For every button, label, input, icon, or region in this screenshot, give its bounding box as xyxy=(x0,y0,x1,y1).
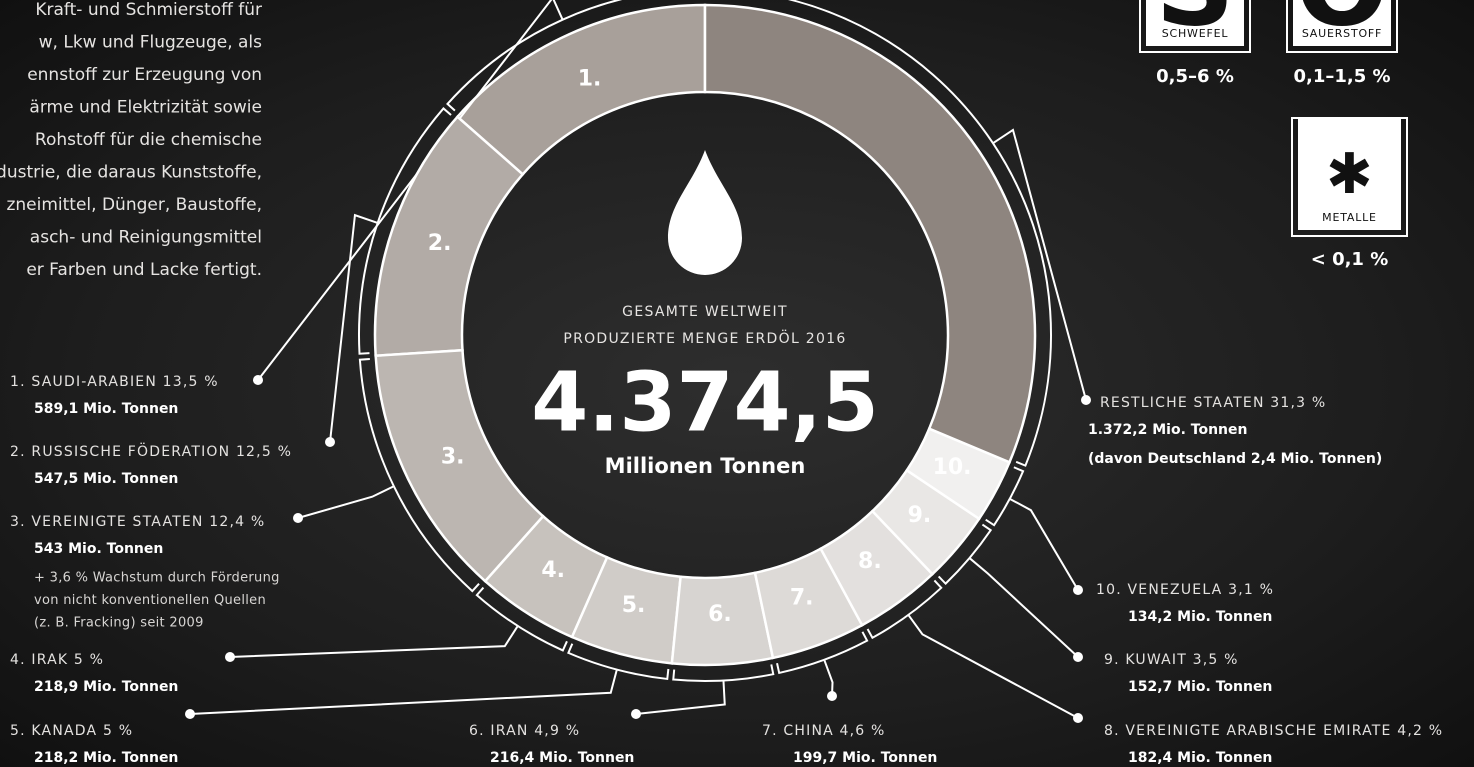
tonnage-label: 182,4 Mio. Tonnen xyxy=(1128,750,1272,766)
segment-label: 4. xyxy=(541,558,565,583)
category-label: 2. RUSSISCHE FÖDERATION 12,5 % xyxy=(10,442,292,460)
intro-line: ennstoff zur Erzeugung von xyxy=(27,65,262,85)
segment-label: 8. xyxy=(858,549,882,574)
center-line: PRODUZIERTE MENGE ERDÖL 2016 xyxy=(563,329,846,347)
total-unit: Millionen Tonnen xyxy=(605,454,806,478)
segment-label: 1. xyxy=(578,66,602,91)
value-label: 4,6 % xyxy=(840,723,886,739)
segment-label: 7. xyxy=(790,585,814,610)
intro-line: dustrie, die daraus Kunststoffe, xyxy=(0,163,262,183)
category-name: 5. KANADA xyxy=(10,723,97,739)
element-share: 0,1–1,5 % xyxy=(1293,66,1390,87)
element-name: METALLE xyxy=(1322,211,1377,224)
category-label: 5. KANADA 5 % xyxy=(10,723,133,739)
category-label: 7. CHINA 4,6 % xyxy=(762,723,886,739)
category-name: 1. SAUDI-ARABIEN xyxy=(10,374,157,390)
element-symbol: O xyxy=(1295,0,1389,50)
element-share: < 0,1 % xyxy=(1311,249,1389,270)
value-label: 3,5 % xyxy=(1193,652,1239,668)
value-label: 31,3 % xyxy=(1270,395,1326,411)
category-name: 9. KUWAIT xyxy=(1104,652,1187,668)
leader-dot xyxy=(293,513,303,523)
segment-label: 6. xyxy=(708,602,732,627)
segment-label: 5. xyxy=(622,593,646,618)
category-name: RESTLICHE STAATEN xyxy=(1100,395,1265,411)
intro-line: Kraft- und Schmierstoff für xyxy=(35,0,262,20)
element-name: SAUERSTOFF xyxy=(1302,27,1382,40)
intro-line: er Farben und Lacke fertigt. xyxy=(26,260,262,280)
leader-dot xyxy=(1073,652,1083,662)
category-name: 8. VEREINIGTE ARABISCHE EMIRATE xyxy=(1104,723,1392,739)
category-label: 6. IRAN 4,9 % xyxy=(469,723,580,739)
segment-label: 2. xyxy=(428,231,452,256)
intro-line: Rohstoff für die chemische xyxy=(35,130,262,150)
category-name: 4. IRAK xyxy=(10,652,68,668)
category-name: 6. IRAN xyxy=(469,723,529,739)
intro-line: w, Lkw und Flugzeuge, als xyxy=(39,33,263,53)
category-name: 3. VEREINIGTE STAATEN xyxy=(10,514,204,530)
value-label: 12,4 % xyxy=(209,514,265,530)
value-label: 13,5 % xyxy=(163,374,219,390)
leader-dot xyxy=(1073,713,1083,723)
category-name: 2. RUSSISCHE FÖDERATION xyxy=(10,442,230,460)
note: (z. B. Fracking) seit 2009 xyxy=(34,616,204,631)
value-label: 4,2 % xyxy=(1397,723,1443,739)
chart: Kraft- und Schmierstoff für w, Lkw und Fl… xyxy=(0,0,1474,767)
element-share: 0,5–6 % xyxy=(1156,66,1234,87)
category-label: 8. VEREINIGTE ARABISCHE EMIRATE 4,2 % xyxy=(1104,723,1443,739)
category-label: 3. VEREINIGTE STAATEN 12,4 % xyxy=(10,514,265,530)
note: + 3,6 % Wachstum durch Förderung xyxy=(34,571,280,586)
tonnage-label: 134,2 Mio. Tonnen xyxy=(1128,609,1272,625)
value-label: 4,9 % xyxy=(534,723,580,739)
element-name: SCHWEFEL xyxy=(1162,27,1229,40)
tonnage-label: 216,4 Mio. Tonnen xyxy=(490,750,634,766)
tonnage-label: 543 Mio. Tonnen xyxy=(34,541,163,557)
category-label: 10. VENEZUELA 3,1 % xyxy=(1096,582,1274,598)
tonnage-label: 547,5 Mio. Tonnen xyxy=(34,471,178,487)
leader-dot xyxy=(325,437,335,447)
segment-label: 3. xyxy=(441,445,465,470)
center-line: GESAMTE WELTWEIT xyxy=(622,304,788,320)
category-label: RESTLICHE STAATEN 31,3 % xyxy=(1100,395,1326,411)
leader-dot xyxy=(185,709,195,719)
leader-dot xyxy=(1073,585,1083,595)
category-name: 10. VENEZUELA xyxy=(1096,582,1222,598)
leader-dot xyxy=(253,375,263,385)
leader-dot xyxy=(1081,395,1091,405)
value-label: 5 % xyxy=(103,723,133,739)
intro-line: ärme und Elektrizität sowie xyxy=(29,98,262,118)
element-symbol: ✱ xyxy=(1326,142,1373,207)
leader-dot xyxy=(225,652,235,662)
note: von nicht konventionellen Quellen xyxy=(34,593,266,608)
leader-dot xyxy=(631,709,641,719)
intro-line: asch- und Reinigungsmittel xyxy=(30,228,262,248)
tonnage-label: 589,1 Mio. Tonnen xyxy=(34,401,178,417)
note: (davon Deutschland 2,4 Mio. Tonnen) xyxy=(1088,451,1382,467)
element-symbol: S xyxy=(1155,0,1234,50)
intro-line: zneimittel, Dünger, Baustoffe, xyxy=(6,195,262,215)
category-name: 7. CHINA xyxy=(762,723,834,739)
tonnage-label: 218,9 Mio. Tonnen xyxy=(34,679,178,695)
category-label: 4. IRAK 5 % xyxy=(10,652,104,668)
tonnage-label: 1.372,2 Mio. Tonnen xyxy=(1088,422,1247,438)
tonnage-label: 218,2 Mio. Tonnen xyxy=(34,750,178,766)
value-label: 5 % xyxy=(74,652,104,668)
page: {"intro_lines": ["Kraft- und Schmierstof… xyxy=(0,0,1474,767)
tonnage-label: 199,7 Mio. Tonnen xyxy=(793,750,937,766)
value-label: 3,1 % xyxy=(1228,582,1274,598)
total-value: 4.374,5 xyxy=(531,355,879,450)
tonnage-label: 152,7 Mio. Tonnen xyxy=(1128,679,1272,695)
segment-label: 10. xyxy=(933,455,972,480)
leader-dot xyxy=(827,691,837,701)
segment-label: 9. xyxy=(908,503,932,528)
category-label: 9. KUWAIT 3,5 % xyxy=(1104,652,1239,668)
category-label: 1. SAUDI-ARABIEN 13,5 % xyxy=(10,374,219,390)
value-label: 12,5 % xyxy=(236,444,292,460)
